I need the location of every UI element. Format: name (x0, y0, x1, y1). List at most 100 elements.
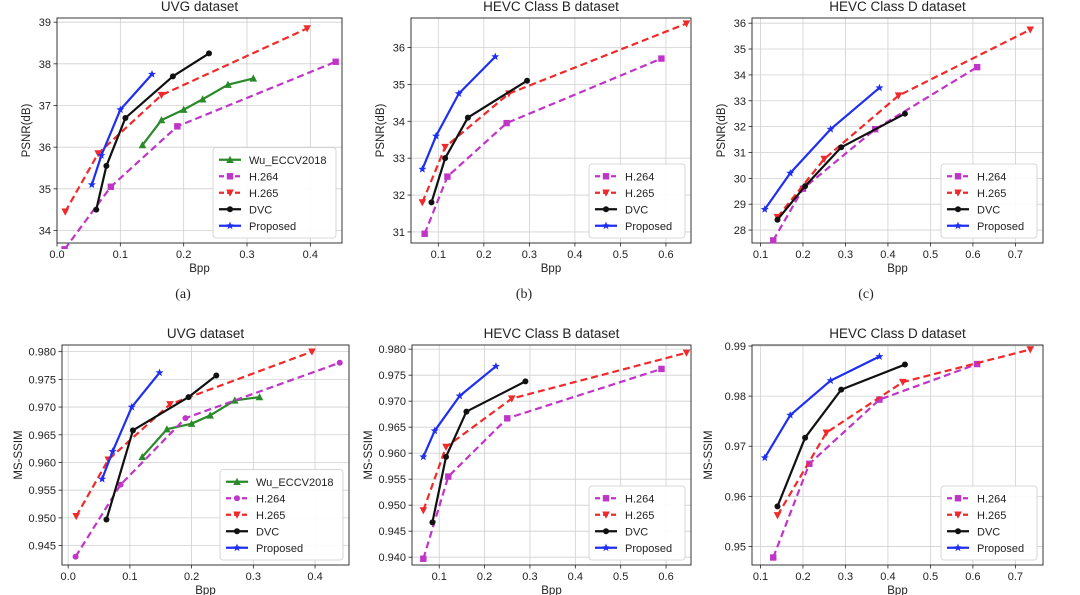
y-tick-label: 0.955 (378, 474, 406, 486)
legend-label-h-265: H.265 (977, 188, 1006, 200)
data-point-proposed (148, 70, 156, 78)
y-tick-label: 35 (39, 184, 51, 196)
data-point-dvc (774, 216, 781, 223)
chart-msssim-hevc-b: 0.1 0.2 0.3 0.4 0.5 0.6 0.940 0.945 0.950 0.955 0.… (363, 326, 692, 595)
x-axis-label: Bpp (887, 263, 907, 275)
y-tick-label: 29 (734, 199, 746, 211)
y-tick-label: 34 (734, 70, 746, 82)
series-line-dvc (430, 79, 528, 203)
data-point-h-264 (61, 246, 68, 249)
data-point-h-264 (504, 415, 511, 422)
x-tick-label: 0.3 (838, 249, 853, 261)
legend-marker-h-264 (954, 495, 962, 502)
x-axis-label: Bpp (887, 585, 907, 595)
data-point-proposed (432, 131, 441, 140)
legend-label-h-265: H.265 (625, 188, 654, 200)
subcaption-a: (a) (175, 287, 191, 302)
data-point-h-264 (174, 123, 181, 130)
y-tick-label: 0.980 (28, 347, 56, 359)
data-point-dvc (463, 408, 470, 415)
data-point-proposed (454, 89, 463, 98)
data-point-h-264 (336, 359, 343, 366)
legend-box (219, 469, 344, 561)
chart-msssim-hevc-d: 0.1 0.2 0.3 0.4 0.5 0.6 0.7 0.95 0.96 0.97 0.98 0.9… (703, 326, 1044, 595)
x-tick-label: 0.3 (522, 249, 537, 261)
x-tick-label: 0.1 (113, 249, 128, 261)
data-point-wu-eccv2018 (198, 95, 207, 103)
series-line-proposed (763, 355, 880, 459)
series-line-proposed (101, 372, 161, 480)
legend-label-h-264: H.264 (249, 171, 278, 183)
data-point-h-264 (770, 554, 777, 561)
legend-label-h-264: H.264 (977, 171, 1006, 183)
legend: Wu_ECCV2018 H.264 H.265 DVC Proposed (212, 147, 337, 239)
data-point-h-265 (1026, 26, 1035, 34)
data-point-wu-eccv2018 (179, 105, 188, 113)
y-tick-label: 0.940 (378, 552, 406, 564)
data-point-dvc (429, 519, 436, 526)
y-tick-label: 31 (393, 227, 405, 239)
data-point-h-265 (303, 25, 311, 33)
x-tick-label: 0.4 (880, 249, 895, 261)
data-point-wu-eccv2018 (249, 74, 258, 82)
y-tick-label: 0.99 (725, 341, 746, 353)
data-point-proposed (786, 410, 795, 419)
series-layer (760, 26, 1035, 244)
data-point-h-264 (445, 473, 452, 480)
legend-marker-proposed (602, 543, 610, 552)
legend-marker-h-265 (233, 511, 241, 519)
data-point-proposed (155, 368, 164, 377)
x-tick-label: 0.1 (432, 571, 447, 583)
data-point-h-264 (658, 365, 665, 373)
data-point-wu-eccv2018 (224, 80, 232, 88)
x-tick-label: 0.6 (658, 249, 673, 261)
data-point-wu-eccv2018 (255, 393, 264, 401)
series-layer (418, 20, 691, 237)
data-point-dvc (443, 453, 450, 460)
data-point-proposed (760, 205, 769, 213)
data-point-h-265 (418, 199, 427, 207)
y-axis-label: PSNR(dB) (716, 103, 728, 157)
y-tick-label: 0.950 (28, 513, 56, 525)
legend: Wu_ECCV2018 H.264 H.265 DVC Proposed (219, 469, 344, 561)
data-point-dvc (901, 110, 908, 117)
legend-label-dvc: DVC (977, 204, 1000, 216)
data-point-dvc (428, 199, 435, 206)
x-tick-label: 0.2 (176, 249, 191, 261)
legend-label-dvc: DVC (977, 526, 1000, 538)
y-tick-label: 0.975 (378, 370, 406, 382)
x-tick-label: 0.5 (613, 249, 628, 261)
data-point-proposed (826, 125, 835, 133)
legend-marker-dvc (234, 528, 240, 535)
legend-label-h-264: H.264 (977, 493, 1006, 505)
data-point-proposed (491, 362, 500, 370)
x-tick-label: 0.2 (795, 571, 810, 583)
legend-label-proposed: Proposed (977, 221, 1024, 233)
series-line-wu-eccv2018 (141, 77, 254, 146)
data-point-dvc (774, 503, 781, 510)
x-tick-label: 0.2 (476, 249, 491, 261)
data-point-h-264 (420, 555, 427, 562)
x-axis-label: Bpp (541, 263, 561, 275)
data-point-h-265 (773, 512, 782, 520)
data-point-h-265 (899, 378, 907, 387)
legend: H.264 H.265 DVC Proposed (588, 485, 686, 561)
data-point-dvc (103, 162, 110, 169)
data-point-proposed (419, 452, 428, 461)
data-point-h-265 (419, 507, 428, 515)
y-tick-label: 0.965 (378, 422, 406, 434)
y-tick-label: 36 (734, 18, 746, 30)
y-tick-label: 0.975 (28, 374, 56, 386)
data-point-dvc (464, 114, 471, 121)
chart-title: UVG dataset (161, 0, 239, 14)
y-tick-label: 0.96 (725, 491, 746, 503)
x-tick-label: 0.4 (880, 571, 895, 583)
legend-label-proposed: Proposed (249, 221, 296, 233)
data-point-proposed (786, 168, 795, 177)
data-point-h-264 (973, 63, 981, 71)
data-point-h-264 (72, 553, 79, 560)
series-line-h-265 (64, 27, 308, 213)
chart-title: HEVC Class D dataset (829, 0, 966, 14)
legend-label-proposed: Proposed (625, 543, 672, 555)
y-tick-label: 37 (39, 101, 51, 113)
